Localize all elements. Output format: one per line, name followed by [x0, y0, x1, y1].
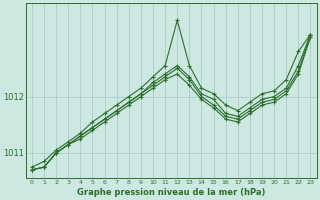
- X-axis label: Graphe pression niveau de la mer (hPa): Graphe pression niveau de la mer (hPa): [77, 188, 265, 197]
